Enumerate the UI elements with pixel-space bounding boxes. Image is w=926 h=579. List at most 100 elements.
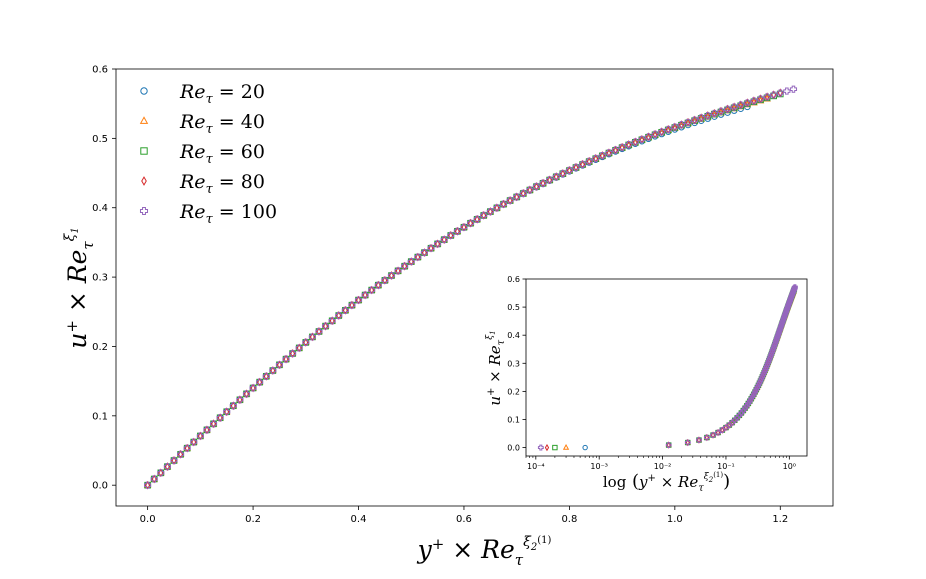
data-point	[196, 432, 204, 440]
data-point	[759, 373, 766, 380]
data-point	[750, 97, 758, 105]
data-point	[762, 367, 768, 374]
data-point	[704, 112, 712, 120]
inset-y-tick-label: 0.2	[507, 387, 520, 396]
data-point	[552, 173, 560, 181]
legend-marker-diamond	[141, 176, 147, 186]
data-point	[565, 166, 573, 174]
data-point	[677, 121, 686, 129]
data-point	[499, 200, 508, 208]
data-point	[157, 469, 165, 477]
data-point	[335, 311, 343, 320]
inset-y-axis-label: u+ × Reτξ1	[485, 330, 507, 405]
data-point	[150, 475, 158, 483]
inset-x-tick-label: 10⁻³	[590, 462, 608, 471]
data-point	[506, 196, 514, 205]
data-point	[598, 152, 606, 160]
main-y-tick-label: 0.4	[92, 203, 108, 214]
data-point	[163, 463, 171, 471]
data-point	[407, 257, 415, 266]
data-point	[256, 378, 264, 386]
inset-series-plus	[665, 284, 798, 448]
inset-x-ticks: 10⁻⁴ 10⁻³ 10⁻² 10⁻¹ 10⁰	[525, 456, 796, 471]
main-x-tick-label: 0.4	[351, 514, 367, 525]
data-point	[703, 434, 710, 441]
data-point	[460, 223, 468, 231]
legend-label: Reτ = 20	[179, 81, 265, 107]
data-point	[427, 244, 435, 252]
main-y-ticks: 0.0 0.1 0.2 0.3 0.4 0.5 0.6	[92, 65, 116, 492]
data-point	[684, 118, 692, 127]
inset-y-tick-label: 0.4	[507, 331, 520, 340]
data-point	[717, 107, 725, 115]
data-point	[401, 262, 409, 270]
main-data-points	[143, 85, 798, 490]
main-plot: 0.0 0.2 0.4 0.6 0.8 1.0 1.20.00.10.20.30.40.50…	[62, 65, 834, 569]
inset-x-tick-label: 10⁻²	[654, 462, 672, 471]
data-point	[440, 236, 448, 244]
data-point	[625, 141, 633, 149]
inset-x-tick-label: 10⁰	[783, 462, 796, 471]
data-point	[572, 163, 580, 171]
data-point	[638, 135, 646, 143]
legend-marker-circle	[140, 87, 148, 95]
data-point	[183, 444, 191, 452]
data-point	[763, 93, 771, 101]
data-point	[493, 204, 501, 212]
data-point	[605, 149, 613, 157]
main-x-ticks: 0.0 0.2 0.4 0.6 0.8 1.0 1.2	[140, 506, 788, 525]
data-point	[242, 390, 251, 398]
data-point	[144, 481, 152, 489]
data-point	[519, 189, 527, 197]
main-x-tick-label: 0.6	[456, 514, 472, 525]
data-point	[387, 271, 396, 280]
legend-label: Reτ = 80	[179, 171, 265, 197]
data-point	[526, 186, 534, 194]
main-y-tick-label: 0.2	[92, 342, 108, 353]
data-point	[710, 109, 718, 118]
data-point	[783, 87, 791, 95]
legend-entry: Reτ = 20	[140, 81, 265, 107]
data-point	[691, 116, 699, 124]
data-point	[381, 276, 389, 284]
inset-zero-point	[552, 444, 558, 451]
data-point	[546, 176, 554, 184]
data-point	[434, 240, 442, 248]
data-point	[757, 378, 764, 384]
legend-entry: Reτ = 40	[139, 111, 265, 137]
main-y-tick-label: 0.5	[92, 134, 108, 145]
main-y-tick-label: 0.0	[92, 481, 108, 492]
data-point	[236, 396, 244, 404]
legend-marker-square	[140, 147, 148, 155]
data-point	[513, 193, 521, 201]
data-point	[723, 105, 732, 113]
data-point	[466, 219, 475, 227]
data-point	[275, 361, 284, 369]
data-point	[715, 429, 721, 436]
data-point	[354, 296, 363, 304]
main-series-plus	[144, 85, 798, 489]
data-point	[289, 349, 297, 358]
data-point	[420, 249, 428, 257]
data-point	[394, 267, 402, 275]
inset-zero-point	[537, 444, 544, 451]
main-x-tick-label: 1.0	[667, 514, 683, 525]
data-point	[746, 398, 753, 405]
data-point	[203, 426, 211, 434]
data-point	[414, 253, 422, 261]
data-point	[592, 154, 600, 163]
data-point	[308, 333, 316, 341]
data-point	[770, 91, 778, 99]
data-point	[302, 338, 310, 346]
legend-label: Reτ = 100	[179, 201, 277, 227]
data-point	[361, 291, 369, 299]
data-point	[651, 130, 659, 138]
data-point	[791, 284, 798, 291]
legend-entry: Reτ = 60	[140, 141, 265, 167]
data-point	[755, 382, 762, 389]
data-point	[282, 355, 290, 363]
inset-y-tick-label: 0.6	[507, 275, 520, 284]
inset-y-tick-label: 0.1	[507, 415, 520, 424]
legend-entry: Reτ = 80	[141, 171, 265, 197]
data-point	[748, 395, 755, 402]
